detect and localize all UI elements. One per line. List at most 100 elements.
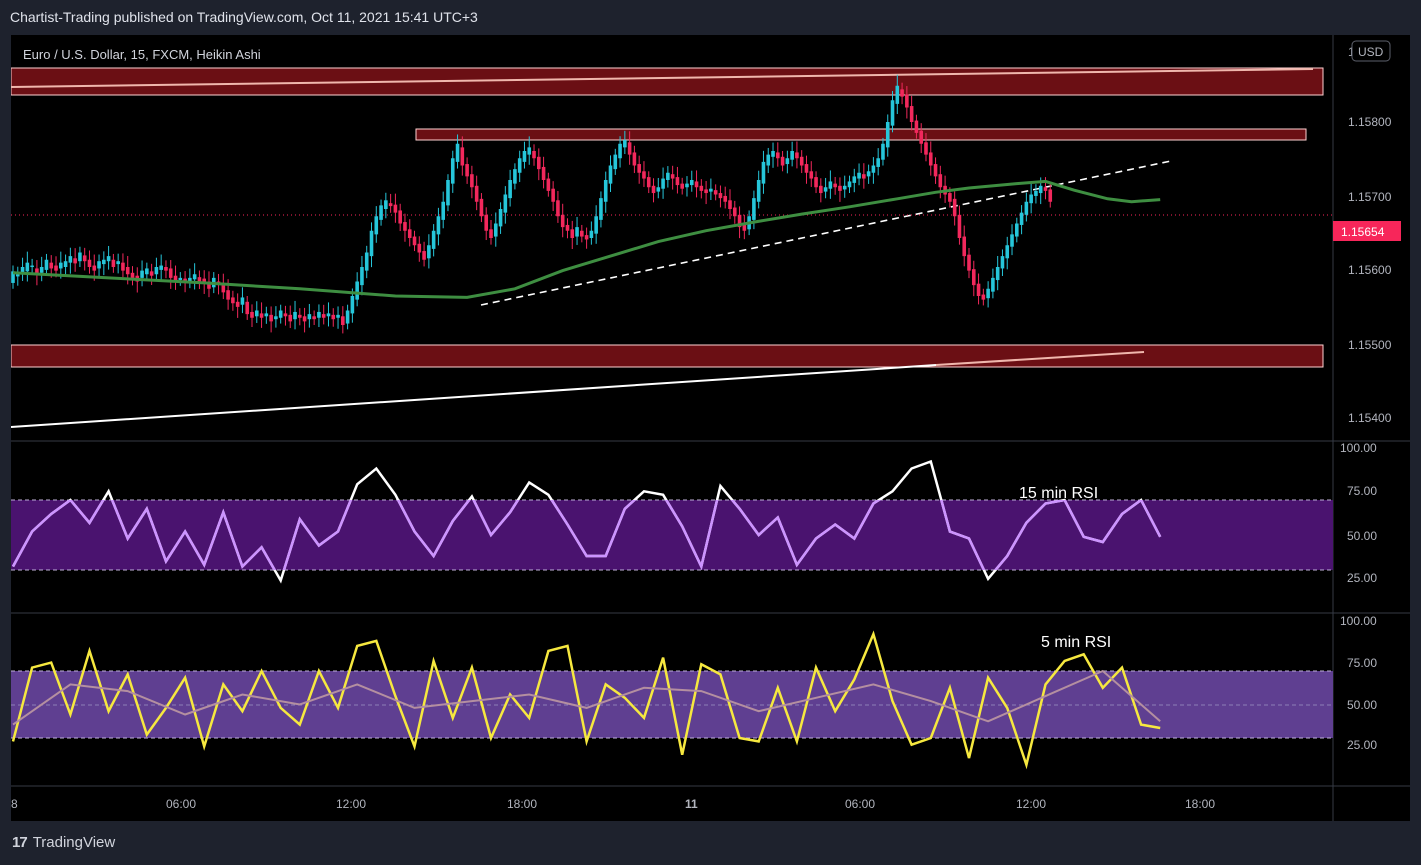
currency-badge[interactable]: USD xyxy=(1358,45,1384,59)
upper-trendline xyxy=(11,68,1314,88)
candle xyxy=(623,140,627,148)
time-tick: 18:00 xyxy=(1185,797,1215,811)
chart-svg[interactable]: Euro / U.S. Dollar, 15, FXCM, Heikin Ash… xyxy=(11,35,1410,821)
resistance-zone-mid xyxy=(415,128,1307,141)
candle xyxy=(924,142,928,155)
candle xyxy=(584,235,589,240)
candle xyxy=(699,185,704,191)
candle xyxy=(613,154,618,170)
candle xyxy=(49,262,54,269)
candle xyxy=(245,301,250,315)
candle xyxy=(895,85,900,104)
candle xyxy=(976,283,981,296)
candle xyxy=(388,203,393,207)
candle xyxy=(474,185,479,202)
candle xyxy=(689,180,694,186)
rsi5-tick: 25.00 xyxy=(1347,738,1377,752)
candle xyxy=(780,156,785,166)
candle xyxy=(369,230,374,257)
candle xyxy=(914,120,919,133)
symbol-legend[interactable]: Euro / U.S. Dollar, 15, FXCM, Heikin Ash… xyxy=(23,47,261,62)
candle xyxy=(732,207,737,217)
rsi15-tick: 75.00 xyxy=(1347,484,1377,498)
candle xyxy=(302,316,307,322)
candle xyxy=(336,314,340,318)
candle xyxy=(517,158,522,173)
candle xyxy=(971,269,976,286)
candle xyxy=(87,259,92,267)
candle xyxy=(92,265,97,271)
candle xyxy=(1015,223,1019,237)
candle xyxy=(398,210,402,224)
candle xyxy=(417,243,422,253)
candle xyxy=(871,165,876,173)
candle xyxy=(713,190,718,195)
candle xyxy=(202,278,206,283)
candle xyxy=(599,198,603,220)
candle xyxy=(431,230,436,249)
candle xyxy=(838,185,842,191)
candle xyxy=(59,262,63,269)
candle xyxy=(116,261,120,265)
candle xyxy=(909,106,914,122)
candle xyxy=(1010,234,1014,247)
candle xyxy=(403,222,407,231)
candle xyxy=(78,252,82,262)
candle xyxy=(140,270,144,278)
candle xyxy=(20,267,25,275)
candle xyxy=(240,297,245,305)
footer-brand[interactable]: 17 TradingView xyxy=(12,834,115,851)
candle xyxy=(881,143,885,160)
candle xyxy=(63,261,68,267)
candle xyxy=(39,267,44,273)
candle xyxy=(312,316,316,320)
candle xyxy=(250,311,254,318)
candle xyxy=(957,214,962,238)
tradingview-logo-icon: 17 xyxy=(12,834,28,851)
candle xyxy=(455,143,460,162)
candle xyxy=(412,236,417,246)
currency-badge-box[interactable] xyxy=(1351,40,1391,62)
candle xyxy=(522,151,527,162)
candle xyxy=(560,214,565,228)
rsi5-tick: 50.00 xyxy=(1347,698,1377,712)
candle xyxy=(575,227,579,237)
candle xyxy=(25,262,30,272)
candle xyxy=(298,314,302,318)
rsi5-tick: 100.00 xyxy=(1340,614,1377,628)
candle xyxy=(221,282,226,293)
moving-average-line xyxy=(12,179,1161,299)
dashed-channel-line xyxy=(480,160,1172,306)
candle xyxy=(723,195,728,202)
rsi15-line-inband xyxy=(11,500,1162,570)
candle xyxy=(761,161,766,184)
candle xyxy=(1029,194,1033,204)
candle xyxy=(97,261,101,269)
candle xyxy=(847,181,852,188)
candle xyxy=(776,152,780,159)
price-tick: 1.15500 xyxy=(1348,338,1392,352)
candle xyxy=(656,187,661,192)
candle xyxy=(537,156,541,170)
candle xyxy=(1048,189,1053,202)
rsi5-smoothed-line xyxy=(12,669,1161,726)
support-zone xyxy=(11,344,1324,368)
price-tick: 1.15400 xyxy=(1348,411,1392,425)
candle xyxy=(852,176,857,183)
candle xyxy=(986,288,990,299)
candle xyxy=(341,316,345,325)
candle xyxy=(293,311,297,320)
candle xyxy=(618,143,622,159)
publish-header: Chartist-Trading published on TradingVie… xyxy=(10,9,478,25)
candle xyxy=(422,251,426,260)
candle xyxy=(742,224,747,231)
rsi15-tick: 100.00 xyxy=(1340,441,1377,455)
candle xyxy=(608,165,613,184)
candle xyxy=(938,174,943,188)
candle xyxy=(833,183,837,188)
candle xyxy=(407,229,412,238)
candle xyxy=(857,172,861,179)
candle xyxy=(666,172,670,180)
candle xyxy=(890,100,895,126)
candle xyxy=(149,271,154,276)
